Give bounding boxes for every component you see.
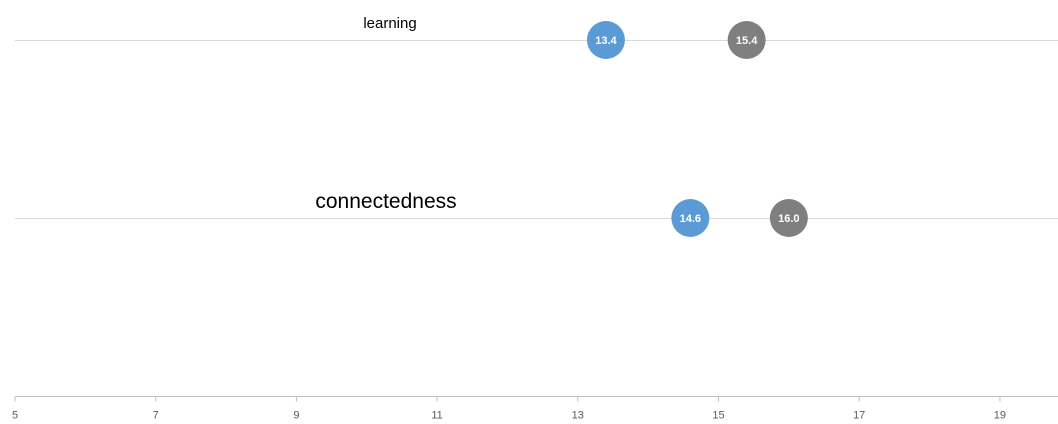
x-tick-label-13: 13: [572, 410, 584, 420]
dot-label-s1-connectedness: 16.0: [778, 213, 799, 225]
dot-s1-connectedness: [769, 199, 808, 237]
x-tick-label-19: 19: [994, 410, 1006, 420]
dot-label-s0-connectedness: 14.6: [680, 213, 701, 225]
category-label-learning: learning: [363, 15, 416, 32]
dot-s0-connectedness: [671, 199, 710, 237]
x-tick-label-17: 17: [853, 410, 865, 420]
data-points: 13.4 14.6 15.4 16.0: [586, 21, 808, 237]
x-tick-label-15: 15: [712, 410, 724, 420]
category-label-connectedness: connectedness: [315, 190, 456, 213]
dot-s0-learning: [586, 21, 625, 59]
x-tick-label-7: 7: [153, 410, 159, 420]
x-axis: 5 7 9 11 13 15 17 19: [12, 396, 1058, 422]
category-rows: learning connectedness: [15, 15, 1058, 219]
dot-label-s1-learning: 15.4: [736, 35, 758, 47]
x-tick-label-5: 5: [12, 410, 18, 420]
x-tick-label-11: 11: [431, 410, 442, 420]
dot-label-s0-learning: 13.4: [595, 35, 617, 47]
dot-s1-learning: [727, 21, 766, 59]
x-tick-label-9: 9: [293, 410, 299, 420]
